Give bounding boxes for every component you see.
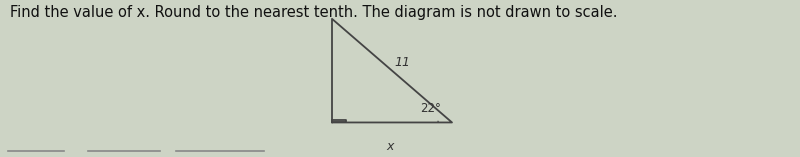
Text: 22°: 22°	[420, 102, 441, 115]
Text: 11: 11	[394, 56, 410, 69]
Text: Find the value of x. Round to the nearest tenth. The diagram is not drawn to sca: Find the value of x. Round to the neares…	[10, 5, 617, 20]
Text: x: x	[386, 140, 394, 152]
